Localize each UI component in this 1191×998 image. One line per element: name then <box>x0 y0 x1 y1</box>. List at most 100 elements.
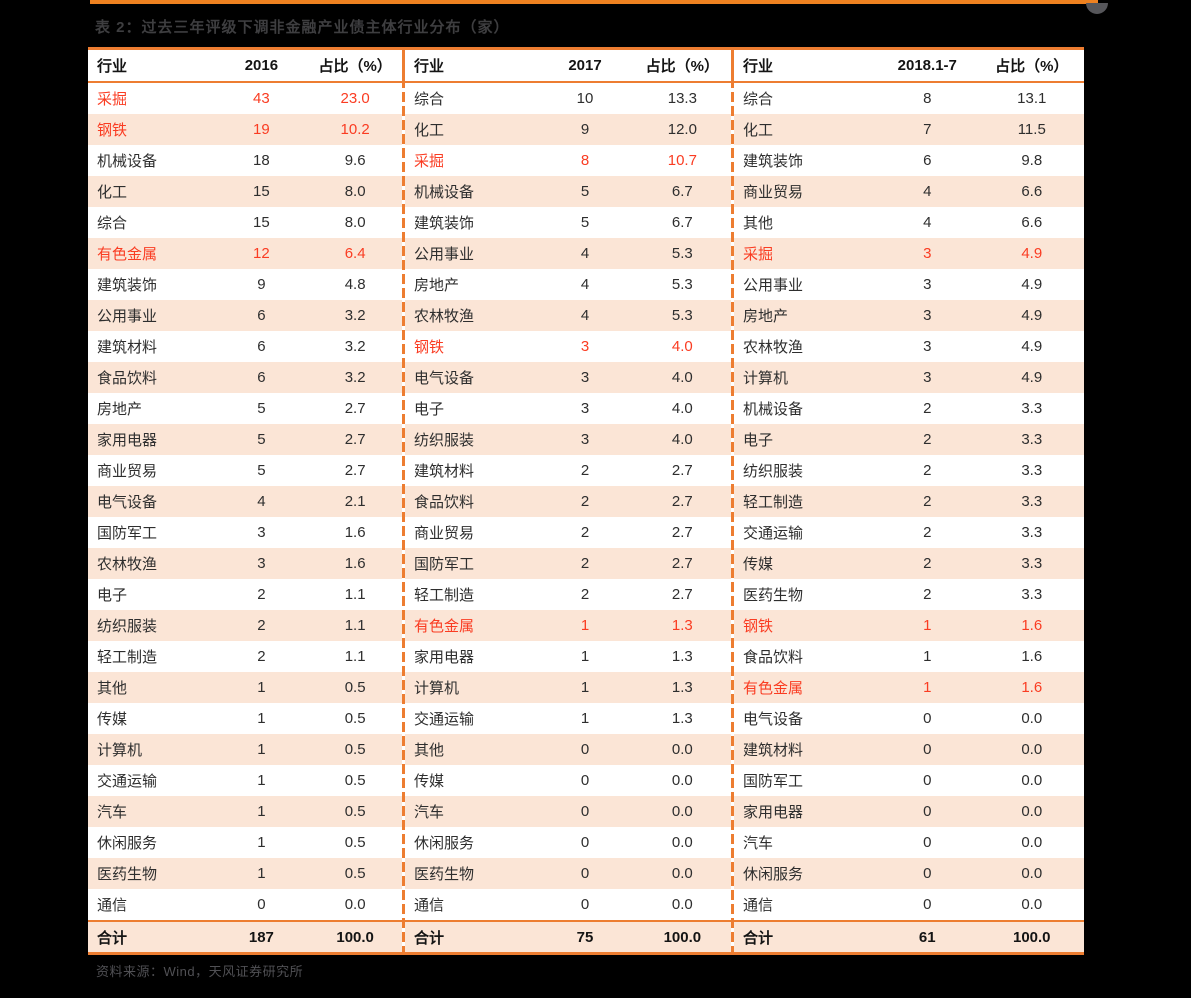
share-cell: 23.0 <box>340 90 370 107</box>
count-cell: 0 <box>580 896 590 913</box>
industry-cell: 纺织服装 <box>743 463 804 480</box>
share-cell: 0.0 <box>671 803 693 820</box>
table-row: 机械设备 18 9.6 <box>88 145 402 176</box>
count-cell: 1 <box>257 772 266 789</box>
industry-cell: 汽车 <box>414 804 445 821</box>
count-cell: 2 <box>580 524 590 541</box>
count-cell: 3 <box>923 338 932 355</box>
count-cell: 1 <box>580 710 590 727</box>
industry-cell: 通信 <box>743 897 774 914</box>
industry-cell: 食品饮料 <box>97 370 158 387</box>
table-row: 综合 8 13.1 <box>734 83 1084 114</box>
industry-cell: 轻工制造 <box>743 494 804 511</box>
share-cell: 8.0 <box>344 214 366 231</box>
total-count: 75 <box>576 928 594 946</box>
count-cell: 3 <box>580 338 590 355</box>
industry-cell: 房地产 <box>743 308 789 325</box>
share-cell: 0.5 <box>344 741 366 758</box>
total-count: 187 <box>248 928 274 946</box>
industry-cell: 农林牧渔 <box>97 556 158 573</box>
table-row: 家用电器 1 1.3 <box>405 641 731 672</box>
count-cell: 4 <box>580 245 590 262</box>
table-row: 公用事业 4 5.3 <box>405 238 731 269</box>
share-cell: 0.0 <box>671 772 693 789</box>
share-cell: 2.1 <box>344 493 366 510</box>
table-row: 化工 9 12.0 <box>405 114 731 145</box>
total-label: 合计 <box>97 929 128 947</box>
header-year: 2017 <box>568 57 602 74</box>
industry-cell: 化工 <box>97 184 128 201</box>
share-cell: 2.7 <box>671 524 693 541</box>
table-row: 钢铁 1 1.6 <box>734 610 1084 641</box>
industry-distribution-table: 行业 2016 占比（%） 采掘 43 23.0 钢铁 19 10.2 机械设备 18 9.6 化… <box>88 47 1084 955</box>
share-cell: 10.7 <box>667 152 697 169</box>
share-cell: 0.0 <box>671 741 693 758</box>
share-cell: 10.2 <box>340 121 370 138</box>
share-cell: 1.6 <box>1021 617 1043 634</box>
share-cell: 2.7 <box>671 555 693 572</box>
count-cell: 0 <box>923 741 932 758</box>
industry-cell: 通信 <box>414 897 445 914</box>
industry-cell: 建筑材料 <box>414 463 475 480</box>
count-cell: 2 <box>257 648 266 665</box>
count-cell: 4 <box>257 493 266 510</box>
table-row: 通信 0 0.0 <box>405 889 731 920</box>
share-cell: 3.3 <box>1021 493 1043 510</box>
count-cell: 3 <box>257 524 266 541</box>
count-cell: 2 <box>257 586 266 603</box>
industry-cell: 家用电器 <box>414 649 475 666</box>
industry-cell: 医药生物 <box>743 587 804 604</box>
industry-cell: 化工 <box>414 122 445 139</box>
count-cell: 3 <box>257 555 266 572</box>
count-cell: 2 <box>580 586 590 603</box>
table-row: 食品饮料 6 3.2 <box>88 362 402 393</box>
share-cell: 8.0 <box>344 183 366 200</box>
industry-cell: 电气设备 <box>743 711 804 728</box>
industry-cell: 国防军工 <box>743 773 804 790</box>
table-row: 纺织服装 2 1.1 <box>88 610 402 641</box>
count-cell: 0 <box>923 803 932 820</box>
table-row: 国防军工 0 0.0 <box>734 765 1084 796</box>
table-row: 建筑装饰 9 4.8 <box>88 269 402 300</box>
total-label: 合计 <box>414 929 445 947</box>
share-cell: 4.0 <box>671 338 693 355</box>
table-row: 传媒 1 0.5 <box>88 703 402 734</box>
count-cell: 0 <box>923 865 932 882</box>
industry-cell: 其他 <box>414 742 445 759</box>
count-cell: 2 <box>923 524 932 541</box>
share-cell: 4.0 <box>671 400 693 417</box>
industry-cell: 汽车 <box>743 835 774 852</box>
table-row: 医药生物 0 0.0 <box>405 858 731 889</box>
industry-cell: 采掘 <box>97 91 128 108</box>
industry-cell: 综合 <box>743 91 774 108</box>
industry-cell: 商业贸易 <box>97 463 158 480</box>
table-row: 休闲服务 1 0.5 <box>88 827 402 858</box>
industry-cell: 休闲服务 <box>743 866 804 883</box>
industry-cell: 汽车 <box>97 804 128 821</box>
share-cell: 12.0 <box>667 121 697 138</box>
share-cell: 0.0 <box>1021 834 1043 851</box>
table-row: 公用事业 3 4.9 <box>734 269 1084 300</box>
table-row: 电气设备 4 2.1 <box>88 486 402 517</box>
header-year: 2016 <box>244 57 279 74</box>
share-cell: 0.0 <box>1021 741 1043 758</box>
industry-cell: 商业贸易 <box>414 525 475 542</box>
industry-cell: 钢铁 <box>97 122 128 139</box>
count-cell: 5 <box>257 431 266 448</box>
table-header-row: 行业 2016 占比（%） <box>88 50 402 83</box>
share-cell: 0.0 <box>1021 710 1043 727</box>
total-share: 100.0 <box>663 928 702 946</box>
share-cell: 2.7 <box>671 586 693 603</box>
table-row: 休闲服务 0 0.0 <box>734 858 1084 889</box>
count-cell: 1 <box>257 679 266 696</box>
industry-cell: 纺织服装 <box>97 618 158 635</box>
count-cell: 0 <box>257 896 266 913</box>
count-cell: 1 <box>923 648 932 665</box>
share-cell: 0.5 <box>344 772 366 789</box>
table-group-2016: 行业 2016 占比（%） 采掘 43 23.0 钢铁 19 10.2 机械设备 18 9.6 化… <box>88 50 402 952</box>
total-label: 合计 <box>743 929 774 947</box>
header-industry: 行业 <box>97 58 128 75</box>
industry-cell: 采掘 <box>743 246 774 263</box>
count-cell: 1 <box>580 648 590 665</box>
